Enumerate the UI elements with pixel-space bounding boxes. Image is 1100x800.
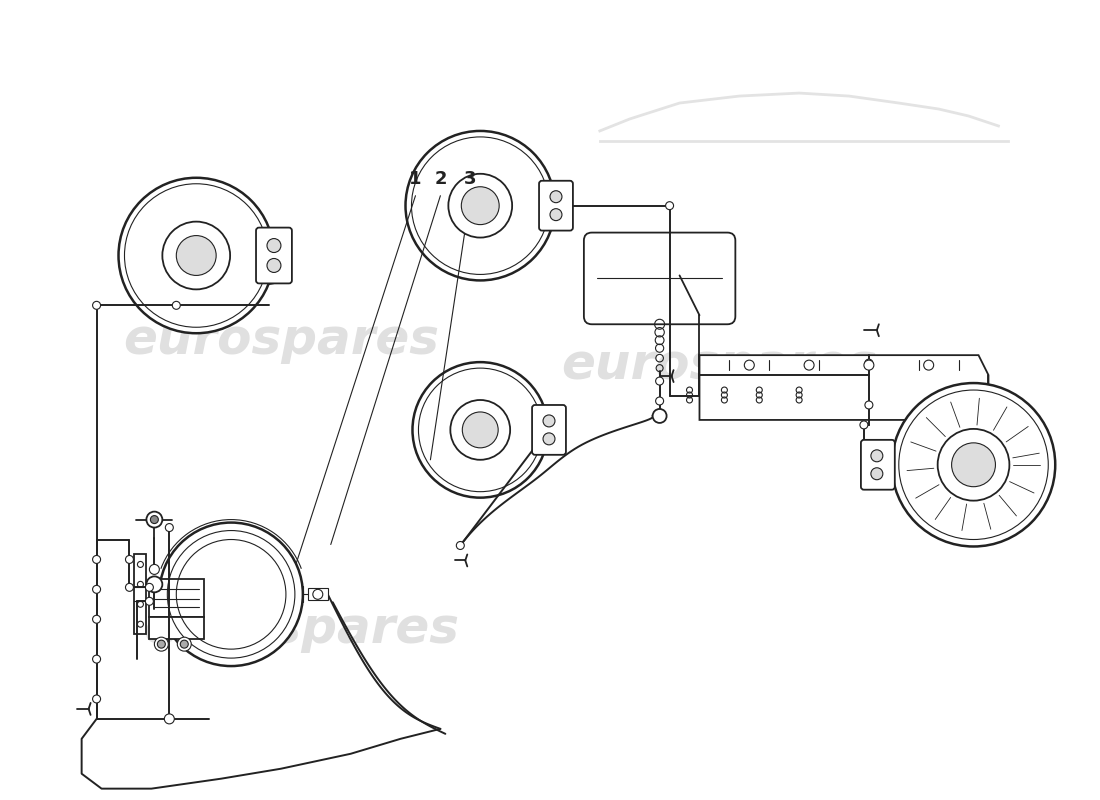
FancyBboxPatch shape [532,405,565,455]
Circle shape [550,190,562,202]
Circle shape [92,555,100,563]
Circle shape [412,362,548,498]
Text: 2: 2 [434,170,447,188]
Circle shape [450,400,510,460]
Circle shape [312,590,322,599]
Circle shape [173,302,180,310]
Polygon shape [700,355,989,420]
Circle shape [871,468,883,480]
Circle shape [177,637,191,651]
Circle shape [160,522,302,666]
Circle shape [176,235,217,275]
Bar [308,588,328,600]
Circle shape [860,421,868,429]
Circle shape [92,302,100,310]
Circle shape [865,401,873,409]
Circle shape [551,202,559,210]
Circle shape [804,360,814,370]
Circle shape [146,512,163,527]
Circle shape [550,209,562,221]
Circle shape [157,640,165,648]
Circle shape [165,523,174,531]
Circle shape [656,397,663,405]
Circle shape [652,409,667,423]
Circle shape [180,640,188,648]
Circle shape [656,377,663,385]
Circle shape [92,695,100,703]
Circle shape [864,360,873,370]
FancyBboxPatch shape [256,228,292,283]
Text: 1: 1 [409,170,421,188]
Circle shape [892,383,1055,546]
Circle shape [154,637,168,651]
Circle shape [543,415,556,427]
Circle shape [924,360,934,370]
Circle shape [163,222,230,290]
Circle shape [92,655,100,663]
Text: eurospares: eurospares [561,341,878,389]
Circle shape [461,186,499,225]
FancyBboxPatch shape [539,181,573,230]
Circle shape [164,714,174,724]
Circle shape [952,443,996,486]
Bar [134,554,146,634]
Text: 3: 3 [464,170,476,188]
Circle shape [150,565,160,574]
Circle shape [543,433,556,445]
FancyBboxPatch shape [861,440,894,490]
Circle shape [406,131,556,281]
Circle shape [125,555,133,563]
Bar [150,579,205,618]
Bar [150,618,205,639]
Circle shape [151,515,158,523]
Circle shape [267,238,280,253]
Circle shape [119,178,274,334]
Circle shape [456,542,464,550]
Circle shape [146,576,163,592]
Text: eurospares: eurospares [123,316,439,364]
Circle shape [92,586,100,594]
Circle shape [145,583,153,591]
Circle shape [871,450,883,462]
FancyBboxPatch shape [584,233,736,324]
Circle shape [745,360,755,370]
Circle shape [544,426,552,434]
Circle shape [145,598,153,606]
Circle shape [462,412,498,448]
Text: eurospares: eurospares [143,606,459,654]
Circle shape [449,174,513,238]
Circle shape [125,583,133,591]
Circle shape [865,359,873,367]
Circle shape [666,202,673,210]
Circle shape [92,615,100,623]
Circle shape [937,429,1010,501]
Circle shape [267,258,280,273]
